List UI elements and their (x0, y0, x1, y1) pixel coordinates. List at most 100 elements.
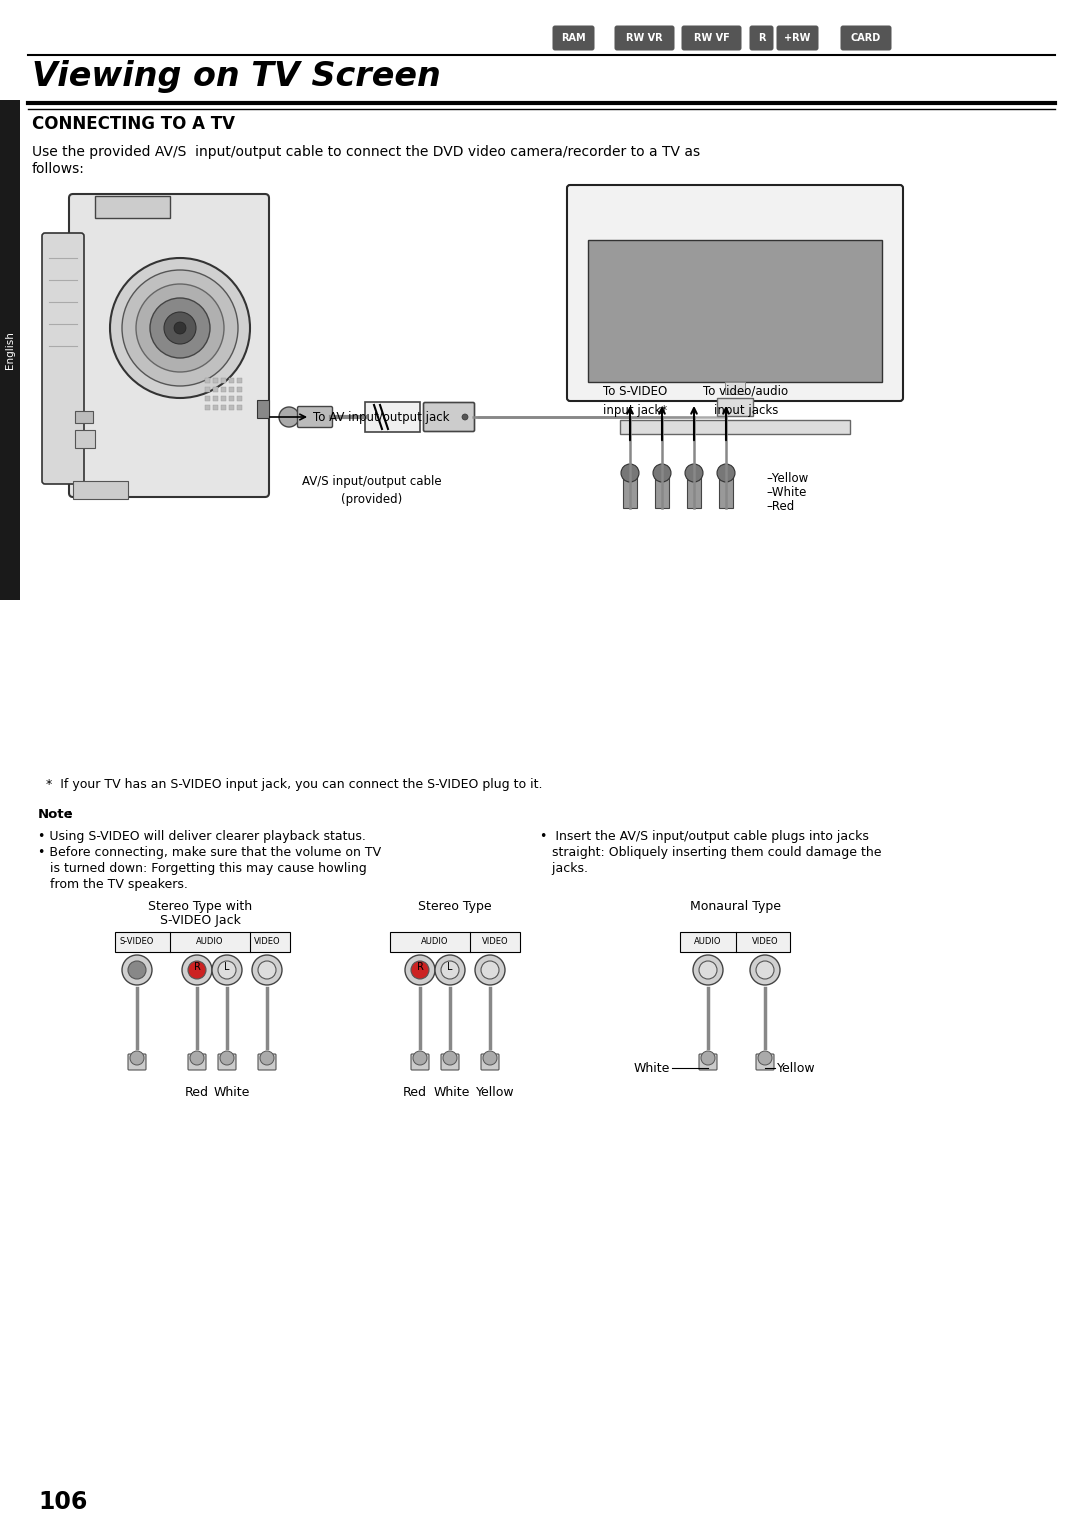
Text: –Yellow: –Yellow (766, 471, 808, 485)
Circle shape (699, 962, 717, 979)
Text: •  Insert the AV/S input/output cable plugs into jacks: • Insert the AV/S input/output cable plu… (540, 830, 869, 842)
FancyBboxPatch shape (42, 232, 84, 485)
Text: RW VR: RW VR (626, 34, 663, 43)
Circle shape (212, 956, 242, 985)
Bar (221, 378, 226, 382)
Bar (221, 396, 226, 401)
FancyBboxPatch shape (441, 1053, 459, 1070)
Bar (719, 468, 733, 508)
Text: To video/audio: To video/audio (703, 385, 788, 398)
FancyBboxPatch shape (777, 26, 819, 50)
Text: CONNECTING TO A TV: CONNECTING TO A TV (32, 115, 235, 133)
Circle shape (122, 271, 238, 385)
Text: –White: –White (766, 486, 807, 498)
Circle shape (218, 962, 237, 979)
Bar (717, 398, 753, 416)
Circle shape (441, 962, 459, 979)
Circle shape (188, 962, 206, 979)
Text: jacks.: jacks. (540, 862, 588, 875)
Text: VIDEO: VIDEO (752, 937, 779, 946)
Circle shape (756, 962, 774, 979)
Circle shape (443, 1050, 457, 1066)
Text: White: White (434, 1086, 470, 1099)
Text: AUDIO: AUDIO (197, 937, 224, 946)
Bar (237, 387, 242, 391)
Bar (654, 468, 669, 508)
Bar (95, 196, 170, 219)
Text: CARD: CARD (851, 34, 881, 43)
Text: RW VF: RW VF (693, 34, 729, 43)
Bar (229, 387, 234, 391)
Circle shape (220, 1050, 234, 1066)
Text: S-VIDEO Jack: S-VIDEO Jack (160, 914, 241, 927)
Bar (390, 933, 519, 953)
Circle shape (174, 323, 186, 333)
Circle shape (701, 1050, 715, 1066)
Circle shape (258, 962, 276, 979)
Text: 106: 106 (38, 1489, 87, 1514)
Text: (provided): (provided) (341, 492, 403, 506)
Text: AUDIO: AUDIO (421, 937, 449, 946)
Bar (620, 420, 850, 434)
Bar (221, 405, 226, 410)
Bar (213, 378, 218, 382)
Text: White: White (634, 1061, 670, 1075)
FancyBboxPatch shape (188, 1053, 206, 1070)
Text: R: R (758, 34, 766, 43)
Circle shape (475, 956, 505, 985)
Bar (75, 430, 95, 448)
Text: Red: Red (185, 1086, 210, 1099)
Text: R: R (193, 962, 201, 972)
Bar (237, 378, 242, 382)
Circle shape (164, 312, 195, 344)
FancyBboxPatch shape (258, 1053, 276, 1070)
Bar (221, 387, 226, 391)
Circle shape (411, 962, 429, 979)
Text: English: English (5, 332, 15, 368)
Bar (237, 396, 242, 401)
Text: AV/S input/output cable: AV/S input/output cable (302, 476, 442, 488)
Circle shape (130, 1050, 144, 1066)
Bar (205, 405, 210, 410)
Bar (114, 933, 291, 953)
Text: :: : (66, 807, 71, 821)
FancyBboxPatch shape (553, 26, 594, 50)
Circle shape (110, 258, 249, 398)
Text: White: White (214, 1086, 251, 1099)
Bar (73, 482, 129, 498)
Circle shape (717, 463, 735, 482)
FancyBboxPatch shape (218, 1053, 237, 1070)
FancyBboxPatch shape (297, 407, 333, 428)
Text: input jacks: input jacks (714, 404, 779, 417)
Circle shape (183, 956, 212, 985)
Text: Yellow: Yellow (777, 1061, 815, 1075)
Circle shape (483, 1050, 497, 1066)
Circle shape (122, 956, 152, 985)
Circle shape (190, 1050, 204, 1066)
Circle shape (693, 956, 723, 985)
FancyBboxPatch shape (750, 26, 773, 50)
Text: Stereo Type with: Stereo Type with (148, 901, 252, 913)
Circle shape (621, 463, 639, 482)
Circle shape (150, 298, 210, 358)
Text: Red: Red (403, 1086, 427, 1099)
Text: AUDIO: AUDIO (694, 937, 721, 946)
Bar (205, 387, 210, 391)
FancyBboxPatch shape (699, 1053, 717, 1070)
Circle shape (435, 956, 465, 985)
Circle shape (129, 962, 146, 979)
Circle shape (413, 1050, 427, 1066)
Text: VIDEO: VIDEO (254, 937, 281, 946)
Text: Yellow: Yellow (475, 1086, 514, 1099)
Circle shape (653, 463, 671, 482)
FancyBboxPatch shape (481, 1053, 499, 1070)
FancyBboxPatch shape (423, 402, 474, 431)
Circle shape (685, 463, 703, 482)
Circle shape (758, 1050, 772, 1066)
FancyBboxPatch shape (840, 26, 891, 50)
Text: Use the provided AV/S  input/output cable to connect the DVD video camera/record: Use the provided AV/S input/output cable… (32, 145, 700, 159)
FancyBboxPatch shape (567, 185, 903, 401)
Text: L: L (225, 962, 230, 972)
Circle shape (252, 956, 282, 985)
Circle shape (750, 956, 780, 985)
